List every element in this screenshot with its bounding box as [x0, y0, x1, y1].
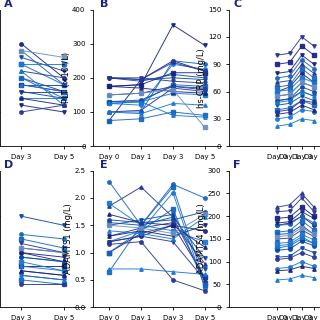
Y-axis label: PLT (×10⁹/L): PLT (×10⁹/L) — [62, 52, 71, 103]
Text: A: A — [4, 0, 13, 9]
Text: E: E — [100, 160, 107, 170]
Text: F: F — [233, 160, 241, 170]
Y-axis label: ADAMTS1 (mg/L): ADAMTS1 (mg/L) — [64, 204, 73, 274]
Text: C: C — [233, 0, 242, 9]
Y-axis label: hs-CRP (mg/L): hs-CRP (mg/L) — [197, 48, 206, 108]
Text: D: D — [4, 160, 13, 170]
Y-axis label: ADAMTS4 (mg/L): ADAMTS4 (mg/L) — [197, 204, 206, 274]
Text: B: B — [100, 0, 108, 9]
